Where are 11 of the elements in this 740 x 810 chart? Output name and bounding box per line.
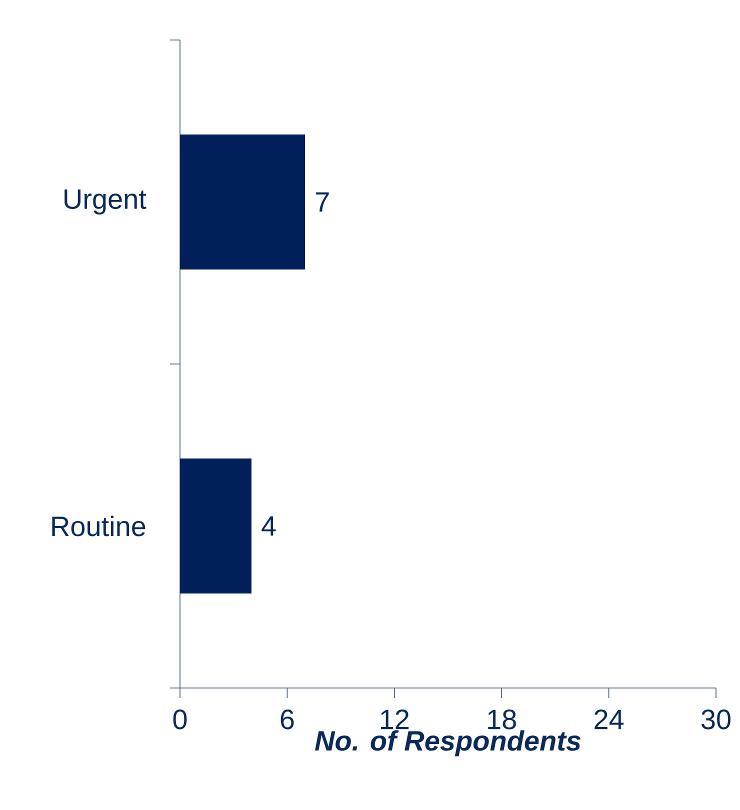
x-tick-label: 0 — [173, 710, 187, 730]
data-label: 4 — [262, 516, 276, 536]
x-tick-label: 30 — [701, 710, 730, 730]
x-axis-title: No. of Respondents — [314, 730, 581, 756]
y-tick-label: Urgent — [64, 189, 146, 215]
y-tick-label: Routine — [52, 516, 146, 536]
x-tick-label: 18 — [488, 710, 516, 730]
x-tick-label: 24 — [594, 710, 624, 730]
x-tick-label: 6 — [280, 710, 294, 730]
x-tick-label: 12 — [380, 710, 409, 730]
data-label: 7 — [316, 192, 329, 212]
